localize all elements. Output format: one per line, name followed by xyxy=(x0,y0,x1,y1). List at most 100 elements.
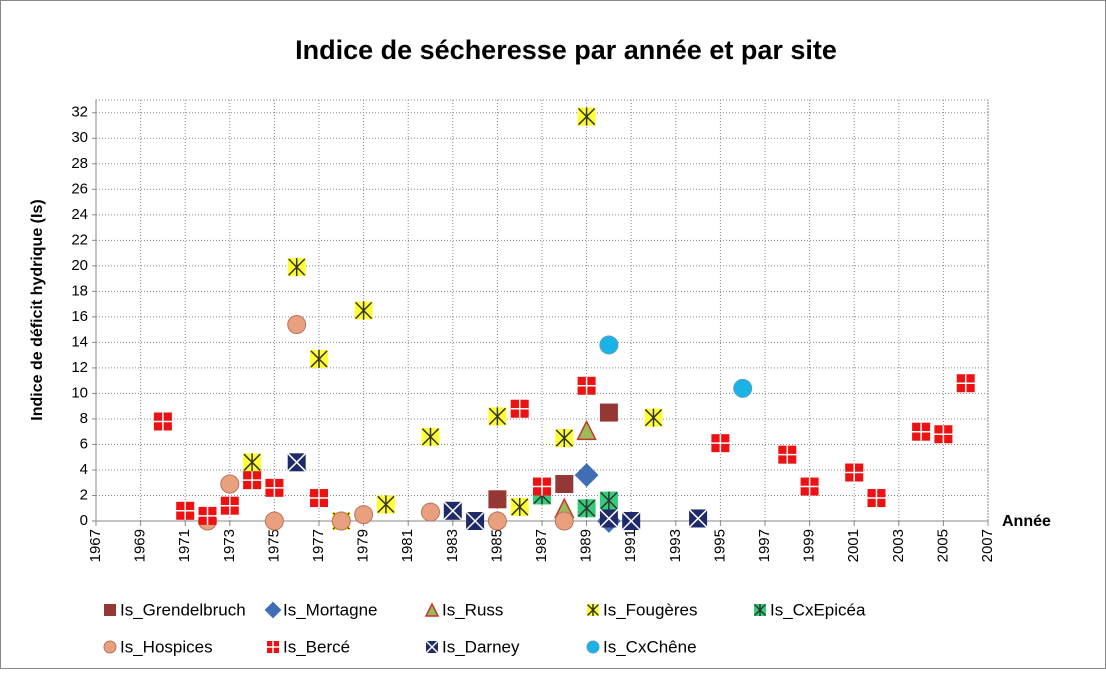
x-tick-label: 1967 xyxy=(87,529,104,562)
point xyxy=(599,335,619,355)
legend-marker xyxy=(587,604,599,616)
x-tick-label: 1999 xyxy=(801,529,818,562)
point xyxy=(555,475,574,494)
x-tick-label: 1975 xyxy=(265,529,282,562)
point xyxy=(934,425,953,444)
point xyxy=(421,502,440,522)
y-tick-label: 8 xyxy=(80,410,88,427)
legend-label: Is_Russ xyxy=(442,600,503,619)
point xyxy=(310,349,328,368)
point xyxy=(621,511,641,531)
point xyxy=(800,477,819,496)
x-tick-label: 1987 xyxy=(533,529,550,562)
y-tick-label: 14 xyxy=(71,333,88,350)
legend-label: Is_Fougères xyxy=(603,600,698,619)
point xyxy=(310,489,328,508)
legend-marker xyxy=(264,601,282,619)
point xyxy=(176,501,195,520)
point xyxy=(912,422,931,441)
x-tick-label: 2003 xyxy=(890,529,907,562)
point xyxy=(599,508,619,528)
point xyxy=(845,463,864,482)
point xyxy=(265,478,284,497)
x-axis-label: Année xyxy=(1002,513,1051,530)
y-axis-label: Indice de déficit hydrique (Is) xyxy=(29,199,46,420)
point xyxy=(510,497,529,516)
y-tick-label: 12 xyxy=(71,359,88,376)
point xyxy=(956,374,975,393)
point xyxy=(220,474,240,494)
x-tick-label: 1977 xyxy=(310,529,327,562)
point xyxy=(354,505,374,525)
x-tick-label: 2001 xyxy=(845,529,862,562)
y-tick-label: 0 xyxy=(80,512,88,529)
x-tick-label: 1997 xyxy=(756,529,773,562)
y-tick-label: 30 xyxy=(71,129,88,146)
legend-label: Is_Hospices xyxy=(120,637,213,656)
x-tick-label: 1973 xyxy=(221,529,238,562)
point xyxy=(599,491,618,510)
x-tick-label: 1993 xyxy=(667,529,684,562)
point xyxy=(287,315,307,335)
legend-marker xyxy=(754,604,766,616)
x-tick-label: 1985 xyxy=(488,529,505,562)
x-tick-label: 1971 xyxy=(176,529,193,562)
legend-label: Is_Darney xyxy=(442,637,520,656)
point xyxy=(554,511,574,531)
point xyxy=(555,429,574,448)
legend-marker xyxy=(424,602,440,617)
point xyxy=(488,490,507,509)
y-tick-label: 20 xyxy=(71,257,88,274)
legend-marker xyxy=(104,604,116,616)
point xyxy=(577,107,596,126)
point xyxy=(465,511,485,531)
legend-label: Is_Grendelbruch xyxy=(120,600,246,619)
x-tick-label: 1989 xyxy=(578,529,595,562)
point xyxy=(354,301,373,320)
point xyxy=(264,511,284,531)
y-tick-label: 32 xyxy=(71,104,88,121)
point xyxy=(688,508,708,528)
point xyxy=(243,471,262,490)
y-tick-label: 2 xyxy=(80,486,88,503)
point xyxy=(488,407,507,426)
legend-label: Is_CxChêne xyxy=(603,637,697,656)
point xyxy=(510,399,529,418)
point xyxy=(376,495,395,514)
y-tick-label: 22 xyxy=(71,231,88,248)
y-tick-label: 26 xyxy=(71,180,88,197)
x-tick-label: 2005 xyxy=(934,529,951,562)
point xyxy=(443,501,463,521)
x-tick-label: 1983 xyxy=(444,529,461,562)
point xyxy=(778,445,797,464)
point xyxy=(867,489,886,508)
point xyxy=(243,453,262,472)
point xyxy=(576,419,597,441)
y-tick-label: 16 xyxy=(71,308,88,325)
y-tick-label: 6 xyxy=(80,435,88,452)
point xyxy=(574,463,599,487)
point xyxy=(599,403,618,422)
point xyxy=(421,427,440,446)
legend-marker xyxy=(103,640,117,654)
point xyxy=(711,434,730,453)
x-tick-label: 1969 xyxy=(132,529,149,562)
point xyxy=(533,477,551,496)
x-tick-label: 2007 xyxy=(979,529,996,562)
y-tick-label: 28 xyxy=(71,155,88,172)
point xyxy=(331,511,351,531)
x-tick-label: 1979 xyxy=(355,529,372,562)
point xyxy=(644,408,663,427)
legend-marker xyxy=(267,641,279,653)
point xyxy=(287,452,307,472)
legend-label: Is_Bercé xyxy=(283,637,350,656)
legend-marker xyxy=(425,640,439,654)
y-tick-label: 4 xyxy=(80,461,88,478)
legend-label: Is_CxEpicéa xyxy=(770,600,866,619)
point xyxy=(153,412,172,431)
point xyxy=(287,258,306,277)
legend-marker xyxy=(586,640,600,654)
x-tick-label: 1981 xyxy=(399,529,416,562)
